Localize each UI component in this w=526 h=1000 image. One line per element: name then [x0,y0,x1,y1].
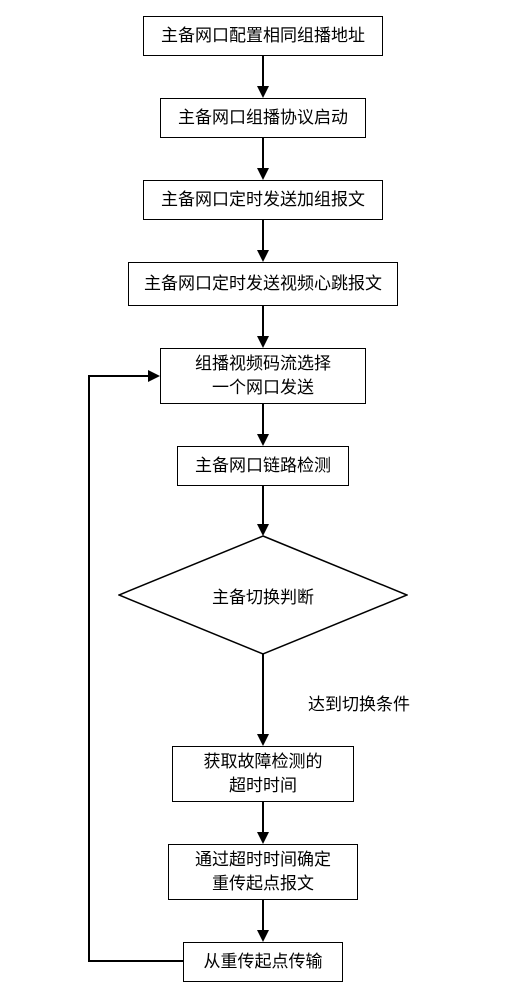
arrow-head-icon [257,832,269,844]
arrow-connector [262,404,264,434]
flowchart-node: 通过超时时间确定 重传起点报文 [168,844,358,900]
flowchart-node: 主备网口链路检测 [177,446,349,486]
arrow-connector [262,654,264,734]
node-label: 主备网口组播协议启动 [178,106,348,130]
arrow-connector [262,306,264,336]
arrow-connector [88,375,148,377]
arrow-connector [262,138,264,168]
decision-label: 主备切换判断 [118,535,408,655]
node-label: 主备网口配置相同组播地址 [161,24,365,48]
arrow-head-icon [257,930,269,942]
node-label: 主备网口定时发送加组报文 [161,188,365,212]
node-label: 通过超时时间确定 重传起点报文 [195,848,331,896]
arrow-head-icon [257,434,269,446]
edge-label-text: 达到切换条件 [308,695,410,714]
node-label: 从重传起点传输 [204,950,323,974]
arrow-connector [262,900,264,930]
arrow-head-icon [257,168,269,180]
arrow-head-icon [148,370,160,382]
flowchart-node: 主备网口配置相同组播地址 [143,16,383,56]
node-label: 主备网口链路检测 [195,454,331,478]
flowchart-node: 主备网口组播协议启动 [160,98,366,138]
node-label: 组播视频码流选择 一个网口发送 [195,352,331,400]
flowchart-node: 组播视频码流选择 一个网口发送 [160,348,366,404]
arrow-connector [262,56,264,86]
edge-label: 达到切换条件 [308,690,410,715]
node-label: 主备切换判断 [212,583,314,608]
arrow-connector [262,220,264,250]
arrow-connector [262,486,264,524]
arrow-head-icon [257,336,269,348]
node-label: 获取故障检测的 超时时间 [204,750,323,798]
flowchart-node: 从重传起点传输 [183,942,343,982]
arrow-connector [88,376,90,962]
flowchart-node: 获取故障检测的 超时时间 [172,746,354,802]
arrow-connector [262,802,264,832]
arrow-head-icon [257,734,269,746]
node-label: 主备网口定时发送视频心跳报文 [144,272,382,296]
flowchart-container: 主备网口配置相同组播地址 主备网口组播协议启动 主备网口定时发送加组报文 主备网… [0,0,526,1000]
arrow-head-icon [257,86,269,98]
flowchart-node: 主备网口定时发送加组报文 [143,180,383,220]
arrow-head-icon [257,250,269,262]
flowchart-node: 主备网口定时发送视频心跳报文 [128,262,398,306]
arrow-connector [88,960,183,962]
